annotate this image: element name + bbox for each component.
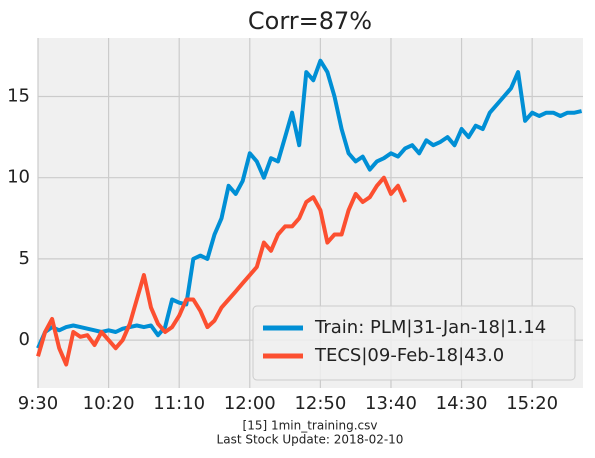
legend-box (252, 305, 576, 381)
legend-label: TECS|09-Feb-18|43.0 (314, 345, 504, 366)
footnote: [15] 1min_training.csv (243, 419, 378, 433)
line (36, 175, 407, 367)
x-tick-label: 14:30 (436, 393, 488, 414)
y-tick-label: 10 (7, 167, 30, 188)
footnote: Last Stock Update: 2018-02-10 (217, 433, 404, 447)
chart-title: Corr=87% (248, 7, 372, 35)
x-tick-label: 12:00 (224, 393, 276, 414)
y-tick-label: 5 (19, 248, 30, 269)
y-tick-label: 15 (7, 85, 30, 106)
x-tick-label: 13:40 (365, 393, 417, 414)
y-tick-label: 0 (19, 329, 30, 350)
x-tick-label: 10:20 (83, 393, 135, 414)
x-tick-label: 12:50 (294, 393, 346, 414)
x-tick-label: 9:30 (18, 393, 58, 414)
x-tick-label: 15:20 (506, 393, 558, 414)
x-tick-label: 11:10 (153, 393, 205, 414)
legend-label: Train: PLM|31-Jan-18|1.14 (314, 317, 546, 338)
